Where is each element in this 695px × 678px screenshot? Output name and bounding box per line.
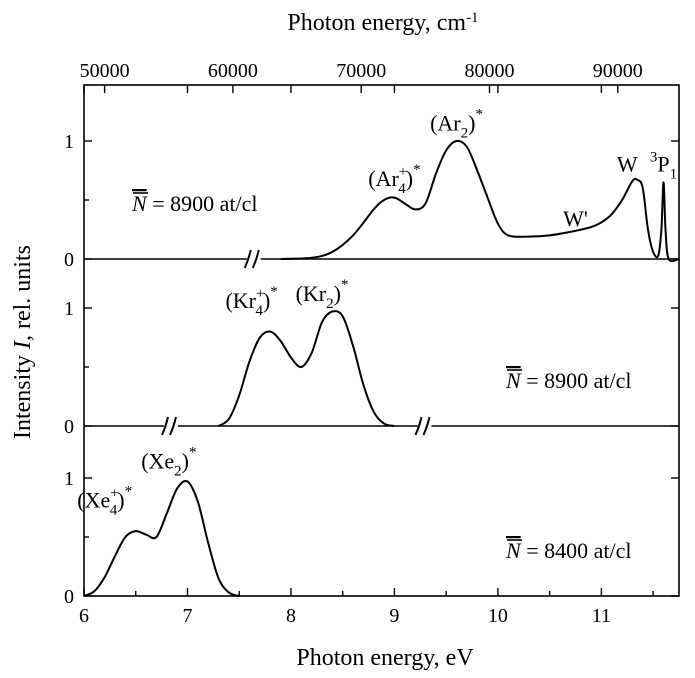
annotation-sub: 2	[461, 125, 469, 141]
peak-annotation: (Ar+ 4)*	[368, 162, 420, 197]
annotation-star: *	[189, 445, 197, 461]
y-tick-label: 1	[64, 468, 74, 490]
top-axis-title-main: Photon energy, cm	[287, 10, 466, 36]
annotation-base: (Xe	[141, 449, 174, 474]
annotation-star: *	[413, 162, 421, 178]
annotation-tail: )	[263, 288, 270, 313]
top-axis-title-exp: -1	[466, 10, 479, 26]
y-tick-label: 1	[64, 298, 74, 320]
annotation-base: (Ar	[368, 166, 399, 191]
annotation-tail: )	[334, 281, 341, 306]
y-axis-title-rest: , rel. units	[10, 245, 36, 341]
annotation-star: *	[475, 106, 483, 122]
annotation-sub: 2	[174, 464, 182, 480]
cluster-size-label: N = 8900 at/cl	[131, 191, 257, 216]
x-bottom-tick-label: 7	[182, 605, 192, 627]
y-axis-title-main: Intensity	[10, 349, 36, 439]
axis-break-mark	[251, 249, 260, 269]
peak-annotation: 3P1	[650, 150, 677, 183]
annotation-sup: +	[399, 164, 407, 180]
x-bottom-tick-label: 11	[592, 605, 611, 627]
annotation-sup: +	[110, 486, 118, 502]
annotation-base: P	[657, 152, 669, 177]
cluster-size-symbol: N	[131, 191, 148, 216]
peak-annotation: (Xe+ 4)*	[77, 484, 132, 519]
annotation-base: (Kr	[296, 281, 327, 306]
annotation-star: *	[125, 484, 132, 500]
annotation-sub: 4	[398, 181, 406, 197]
peak-annotation: (Xe2)*	[141, 445, 196, 480]
x-top-tick-label: 90000	[593, 60, 643, 82]
panel-kr: 01N = 8900 at/cl(Kr+ 4)* (Kr2)*	[64, 277, 679, 438]
cluster-size-symbol: N	[505, 368, 522, 393]
annotation-tail: )	[468, 110, 475, 135]
annotation-base: (Ar	[430, 110, 461, 135]
x-top-tick-label: 50000	[80, 60, 130, 82]
y-axis-title-italic: I	[10, 340, 36, 350]
annotation-star: *	[341, 277, 349, 293]
y-tick-label: 0	[64, 416, 74, 438]
annotation-tail: )	[182, 449, 189, 474]
panel-ar: 01N = 8900 at/cl(Ar+ 4)*(Ar2)*W'W 3P1	[64, 106, 680, 271]
annotation-sup: 3	[650, 150, 658, 166]
spectrum-curve-kr	[217, 310, 395, 427]
y-tick-label: 1	[64, 131, 74, 153]
bottom-axis-title: Photon energy, eV	[296, 645, 474, 671]
spectrum-curve-xe	[83, 479, 240, 597]
axis-break-mark	[422, 416, 431, 436]
top-axis-title: Photon energy, cm-1	[287, 10, 478, 36]
annotation-tail: )	[406, 166, 413, 191]
peak-annotation: (Kr+ 4)*	[225, 284, 277, 319]
cluster-size-symbol: N	[505, 538, 522, 563]
peak-annotation: W'	[563, 206, 588, 231]
annotation-base: (Kr	[225, 288, 256, 313]
annotation-tail: )	[117, 488, 124, 513]
x-top-tick-label: 60000	[208, 60, 258, 82]
y-axis-title: Intensity I, rel. units	[10, 245, 36, 439]
y-tick-label: 0	[64, 249, 74, 271]
axis-break-mark	[169, 416, 177, 436]
annotation-sub: 4	[255, 303, 263, 319]
annotation-sub: 4	[110, 503, 118, 519]
annotation-sup: +	[256, 286, 264, 302]
spectrum-curve-ar	[280, 139, 680, 263]
x-top-tick-label: 70000	[336, 60, 386, 82]
annotation-base: (Xe	[77, 488, 110, 513]
cluster-size-value: = 8900 at/cl	[147, 191, 258, 216]
axis-break-mark	[414, 416, 423, 436]
panel-xe: 01N = 8400 at/cl(Xe+ 4)*(Xe2)*	[64, 445, 679, 608]
axis-break-mark	[161, 416, 169, 436]
cluster-size-value: = 8900 at/cl	[521, 368, 632, 393]
x-bottom-tick-label: 6	[79, 605, 89, 627]
peak-annotation: W	[617, 152, 638, 177]
x-top-tick-label: 80000	[465, 60, 515, 82]
x-bottom-tick-label: 9	[389, 605, 399, 627]
cluster-size-label: N = 8400 at/cl	[505, 538, 631, 563]
ticks-layer: 6 7 8 9 10 11 50000 60000 70000 80000 90000	[79, 60, 654, 627]
peak-annotation: (Ar2)*	[430, 106, 483, 141]
y-tick-label: 0	[64, 586, 74, 608]
peak-annotation: (Kr2)*	[296, 277, 349, 312]
annotation-sub: 2	[326, 296, 334, 312]
annotation-star: *	[270, 284, 278, 300]
x-bottom-tick-label: 10	[488, 605, 508, 627]
cluster-size-label: N = 8900 at/cl	[505, 368, 631, 393]
axis-break-mark	[243, 249, 252, 269]
cluster-size-value: = 8400 at/cl	[521, 538, 632, 563]
annotation-sub: 1	[670, 167, 678, 183]
plot-frame	[83, 84, 680, 597]
x-bottom-tick-label: 8	[286, 605, 296, 627]
